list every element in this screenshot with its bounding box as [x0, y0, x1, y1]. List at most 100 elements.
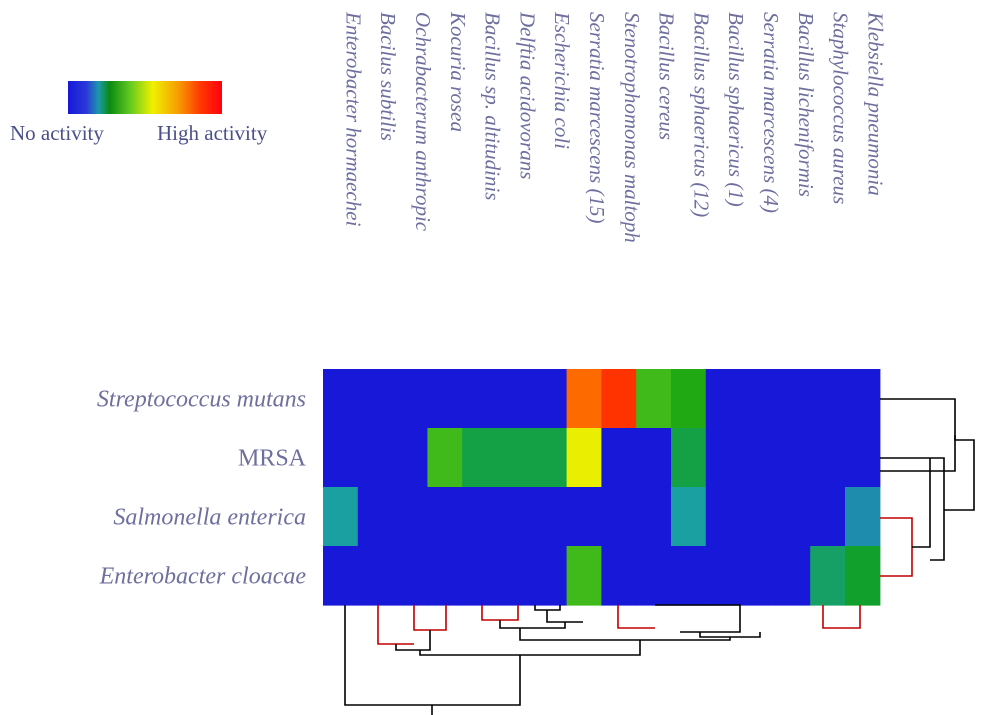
heatmap-cell	[705, 487, 742, 547]
heatmap-cell	[497, 428, 533, 488]
heatmap-cell	[531, 546, 568, 606]
column-dendrogram	[344, 604, 861, 715]
col-dendro-branch	[413, 605, 447, 631]
column-label: Staphylococcus aureus	[829, 12, 853, 204]
heatmap-cell	[636, 546, 672, 606]
heatmap-cell	[531, 369, 568, 429]
column-label: Escherichia coli	[550, 11, 574, 149]
heatmap-cell	[392, 369, 428, 429]
col-dendro-branch	[519, 628, 731, 641]
heatmap-cell	[775, 546, 811, 606]
heatmap-cell	[705, 546, 742, 606]
col-dendro-branch	[822, 605, 861, 629]
heatmap-cell	[357, 369, 394, 429]
heatmap-cell	[636, 428, 672, 488]
col-dendro-branch	[534, 605, 561, 611]
heatmap-cell	[427, 546, 463, 606]
row-labels: Streptococcus mutans MRSA Salmonella enter…	[97, 387, 307, 590]
heatmap-cell	[566, 428, 602, 488]
heatmap-cell	[462, 369, 498, 429]
col-dendro-branch	[481, 605, 519, 621]
heatmap-cell	[845, 546, 881, 606]
column-label: Stenotrophomonas maltoph	[620, 12, 644, 243]
heatmap-cell	[810, 428, 846, 488]
heatmap-cell	[705, 428, 742, 488]
row-label: Salmonella enterica	[113, 505, 306, 531]
heatmap-cell	[810, 546, 846, 606]
col-dendro-branch	[377, 605, 414, 645]
heatmap-cell	[531, 428, 568, 488]
heatmap-cell	[357, 487, 394, 547]
heatmap-cell	[427, 369, 463, 429]
row-dendro-branch	[880, 457, 945, 561]
heatmap-cell	[845, 487, 881, 547]
heatmap-cell	[427, 428, 463, 488]
row-label: MRSA	[238, 446, 307, 472]
heatmap-cell	[357, 546, 394, 606]
heatmap-cell	[462, 428, 498, 488]
heatmap-cell	[462, 487, 498, 547]
column-label: Serratia marcescens (15)	[585, 12, 609, 224]
heatmap-cell	[775, 369, 811, 429]
column-label: Delftia acidovorans	[515, 11, 539, 179]
color-legend: No activity High activity	[10, 81, 268, 145]
heatmap-cell	[775, 428, 811, 488]
row-dendro-branch	[944, 435, 975, 511]
column-label: Bacilus subtilis	[376, 12, 400, 141]
row-dendro-branch	[880, 517, 913, 577]
heatmap-cell	[636, 369, 672, 429]
heatmap-cell	[427, 487, 463, 547]
heatmap-cell	[601, 369, 637, 429]
heatmap-cell	[671, 487, 707, 547]
heatmap-cell	[601, 428, 637, 488]
col-dendro-branch	[499, 620, 566, 629]
heatmap-cell	[497, 369, 533, 429]
heatmap-cell	[740, 546, 776, 606]
heatmap-cell	[671, 369, 707, 429]
heatmap-cell	[636, 487, 672, 547]
col-dendro-branch	[655, 604, 741, 633]
heatmap-cell	[740, 487, 776, 547]
heatmap-cell	[671, 428, 707, 488]
heatmap-cell	[566, 369, 602, 429]
legend-low-label: No activity	[10, 121, 104, 145]
legend-color-bar	[68, 81, 222, 114]
heatmap-cell	[462, 546, 498, 606]
column-label: Enterobacter hormaechei	[341, 11, 365, 227]
heatmap-cell	[845, 369, 881, 429]
heatmap-cell	[323, 428, 359, 488]
heatmap-cell	[601, 546, 637, 606]
column-label: Bacillus sphaericus (12)	[689, 12, 713, 217]
col-dendro-branch	[546, 610, 583, 623]
column-label: Serratia marcescens (4)	[759, 12, 783, 213]
column-label: Ochrabacterum anthropic	[411, 12, 435, 232]
column-label: Bacillus sp. altitudinis	[481, 12, 505, 200]
heatmap-cell	[566, 487, 602, 547]
column-labels: Enterobacter hormaechei Bacilus subtilis O…	[341, 11, 887, 243]
heatmap-cell	[601, 487, 637, 547]
row-label: Streptococcus mutans	[97, 387, 306, 413]
heatmap-cell	[740, 428, 776, 488]
col-dendro-branch	[617, 605, 655, 629]
heatmap-cell	[392, 546, 428, 606]
heatmap-cell	[740, 369, 776, 429]
row-dendrogram	[880, 398, 975, 577]
heatmap-cell	[671, 546, 707, 606]
row-label: Enterobacter cloacae	[99, 564, 307, 590]
heatmap-cells	[323, 369, 881, 606]
col-dendro-branch	[395, 630, 431, 651]
heatmap-cell	[392, 428, 428, 488]
heatmap-cell	[810, 369, 846, 429]
heatmap-cell	[497, 546, 533, 606]
heatmap-cell	[357, 428, 394, 488]
heatmap-cell	[323, 546, 359, 606]
heatmap-cell	[566, 546, 602, 606]
row-dendro-branch	[912, 458, 931, 548]
legend-high-label: High activity	[157, 121, 268, 145]
heatmap-cell	[531, 487, 568, 547]
column-label: Bacillus licheniformis	[794, 12, 818, 197]
heatmap-cell	[775, 487, 811, 547]
heatmap-cell	[845, 428, 881, 488]
heatmap-cell	[323, 487, 359, 547]
